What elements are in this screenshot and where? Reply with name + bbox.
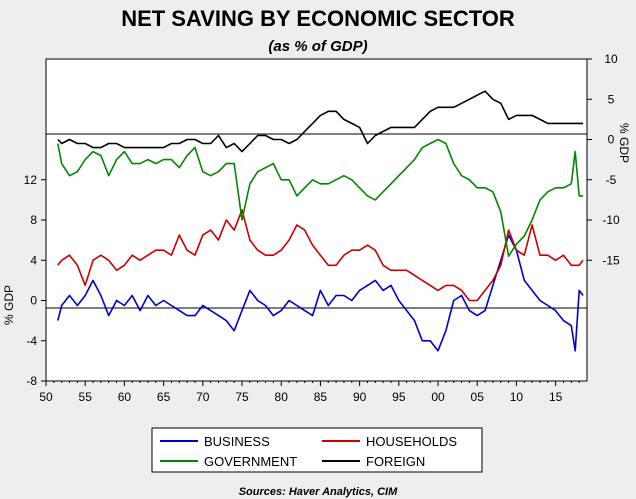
left-axis-title: % GDP (2, 285, 16, 325)
left-y-axis: -8 -4 0 4 8 12 (24, 173, 46, 388)
left-tick-label: -4 (26, 334, 37, 348)
x-tick-label: 60 (118, 390, 132, 404)
legend-label-foreign: FOREIGN (366, 454, 425, 469)
left-tick-label: 4 (30, 253, 37, 267)
x-tick-label: 50 (39, 390, 53, 404)
legend-label-households: HOUSEHOLDS (366, 434, 457, 449)
series-line-households (57, 209, 584, 302)
legend-label-business: BUSINESS (204, 434, 270, 449)
legend: BUSINESS HOUSEHOLDS GOVERNMENT FOREIGN (151, 427, 483, 473)
legend-label-government: GOVERNMENT (204, 454, 297, 469)
right-tick-label: -5 (606, 173, 617, 187)
x-tick-label: 80 (275, 390, 289, 404)
x-tick-label: 85 (314, 390, 328, 404)
x-tick-label: 15 (549, 390, 563, 404)
x-tick-label: 05 (471, 390, 485, 404)
x-tick-label: 00 (431, 390, 445, 404)
series-line-foreign (57, 90, 584, 153)
series-layer (57, 90, 584, 352)
x-tick-label: 90 (353, 390, 367, 404)
x-tick-label: 70 (196, 390, 210, 404)
right-tick-label: -15 (602, 253, 620, 267)
x-tick-label: 55 (79, 390, 93, 404)
left-tick-label: 0 (30, 294, 37, 308)
x-tick-label: 65 (157, 390, 171, 404)
right-tick-label: 5 (608, 92, 615, 106)
right-tick-label: -10 (602, 213, 620, 227)
x-tick-label: 95 (392, 390, 406, 404)
right-axis-title: % GDP (617, 123, 631, 163)
right-y-axis: -15 -10 -5 0 5 10 (587, 52, 620, 267)
x-tick-label: 75 (235, 390, 249, 404)
legend-box (151, 427, 483, 473)
chart-subtitle: (as % of GDP) (268, 38, 367, 55)
left-tick-label: -8 (26, 374, 37, 388)
chart-title: NET SAVING BY ECONOMIC SECTOR (121, 6, 515, 31)
right-tick-label: 0 (608, 133, 615, 147)
source-note: Sources: Haver Analytics, CIM (239, 486, 398, 498)
right-tick-label: 10 (604, 52, 618, 66)
left-tick-label: 12 (24, 173, 38, 187)
x-tick-label: 10 (510, 390, 524, 404)
left-tick-label: 8 (30, 213, 37, 227)
series-line-government (57, 138, 584, 258)
plot-area (45, 58, 588, 382)
x-axis: 50 55 60 65 70 75 80 85 90 95 00 05 10 15 (39, 381, 580, 404)
